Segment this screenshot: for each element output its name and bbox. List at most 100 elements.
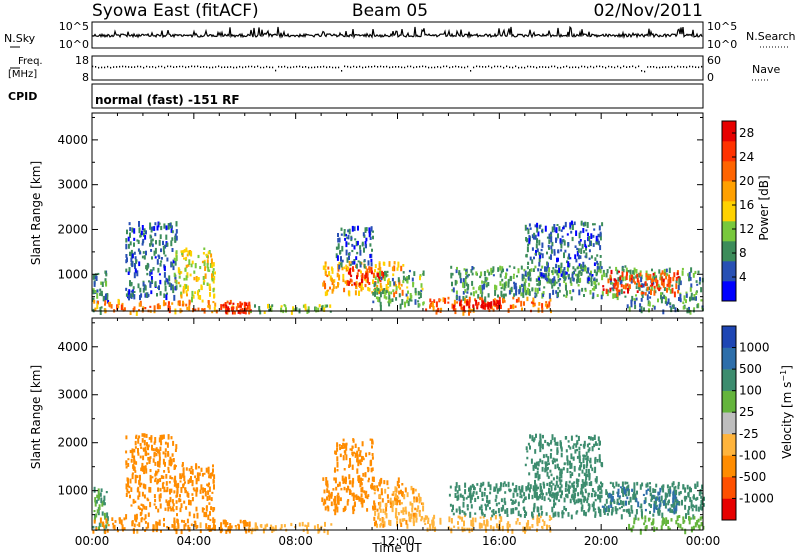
- cpid-text: normal (fast) -151 RF: [95, 93, 240, 107]
- freq-trace: [92, 65, 703, 73]
- nsky-trace: [91, 25, 703, 40]
- power-echo-region: [249, 303, 332, 315]
- power-colorbar-tick-label: 16: [739, 198, 754, 212]
- power-ytick-label: 2000: [57, 222, 88, 236]
- velocity-colorbar-tick-label: 500: [739, 362, 762, 376]
- velocity-ytick-label: 3000: [57, 388, 88, 402]
- nsearch-label: N.Search: [746, 30, 796, 43]
- velocity-colorbar-tick-label: -1000: [739, 491, 774, 505]
- nsky-label: N.Sky: [4, 32, 36, 45]
- nsky-tick-bottom: 10^0: [59, 38, 89, 51]
- cpid-strip-frame: [91, 83, 704, 109]
- power-colorbar-tick-label: 4: [739, 270, 747, 284]
- velocity-echo-region: [628, 515, 705, 535]
- velocity-colorbar-tick-label: -500: [739, 470, 766, 484]
- velocity-ytick-label: 1000: [57, 484, 88, 498]
- power-echo-region: [335, 225, 374, 270]
- freq-tick-top: 18: [75, 54, 89, 67]
- velocity-colorbar-frame: [721, 325, 737, 521]
- power-echo-region: [450, 265, 704, 303]
- velocity-echo-region: [173, 462, 216, 520]
- nave-tick-bottom: 0: [707, 71, 714, 84]
- velocity-ylabel: Slant Range [km]: [29, 365, 43, 469]
- velocity-colorbar-segment: [722, 476, 736, 499]
- nsearch-tick-bottom: 10^0: [707, 38, 737, 51]
- nave-label: Nave: [752, 63, 780, 76]
- velocity-colorbar-tick-label: 100: [739, 384, 762, 398]
- beam-title: Beam 05: [352, 1, 428, 21]
- freq-dots: [92, 65, 703, 73]
- power-ytick-label: 3000: [57, 178, 88, 192]
- velocity-colorbar-tick-label: 25: [739, 405, 754, 419]
- nsky-strip-frame: [91, 21, 704, 49]
- velocity-panel: 1000 2000 3000 4000 00:00 04:00 08:00 12:00 16:0…: [57, 317, 774, 548]
- velocity-colorbar-segment: [722, 326, 736, 348]
- freq-strip-frame: [91, 55, 704, 81]
- velocity-echo-region: [333, 438, 374, 486]
- velocity-echo-region: [92, 486, 109, 534]
- cpid-label: CPID: [8, 90, 37, 103]
- velocity-xtick-label: 04:00: [177, 534, 212, 548]
- velocity-xtick-label: 12:00: [380, 534, 415, 548]
- power-echo-region: [125, 221, 178, 301]
- station-title: Syowa East (fitACF): [92, 1, 259, 21]
- freq-unit-label: [MHz]: [8, 69, 37, 80]
- nsearch-tick-top: 10^5: [707, 20, 737, 33]
- velocity-echo-region: [448, 481, 705, 521]
- velocity-echo-region: [92, 517, 229, 535]
- velocity-echoes: [92, 433, 705, 535]
- svg-text:Velocity [m s−1]: Velocity [m s−1]: [779, 365, 794, 459]
- power-colorbar-segment: [722, 221, 736, 242]
- velocity-colorbar-segment: [722, 412, 736, 435]
- power-colorbar-tick-label: 28: [739, 126, 754, 140]
- velocity-echo-region: [524, 433, 604, 501]
- velocity-ytick-label: 2000: [57, 436, 88, 450]
- velocity-colorbar-tick-label: -100: [739, 448, 766, 462]
- power-colorbar-tick-label: 8: [739, 246, 747, 260]
- power-echo-region: [372, 269, 425, 311]
- power-colorbar: 4 8 12 16 20 24 28: [721, 120, 754, 302]
- freq-tick-bottom: 8: [82, 71, 89, 84]
- velocity-colorbar-segment: [722, 433, 736, 456]
- nsky-line: [91, 25, 703, 40]
- power-ytick-label: 1000: [57, 267, 88, 281]
- velocity-echo-region: [372, 485, 425, 529]
- power-echo-region: [524, 220, 604, 284]
- velocity-colorbar-label: Velocity [m s−1]: [779, 365, 794, 459]
- power-colorbar-tick-label: 12: [739, 222, 754, 236]
- power-panel: 1000 2000 3000 4000 4 8 12 16 20 24 28: [57, 112, 754, 316]
- power-colorbar-segment: [722, 241, 736, 262]
- power-colorbar-tick-label: 24: [739, 150, 754, 164]
- nave-tick-top: 60: [707, 54, 721, 67]
- velocity-ytick-label: 4000: [57, 340, 88, 354]
- velocity-xtick-label: 08:00: [278, 534, 313, 548]
- velocity-colorbar-tick-label: 1000: [739, 341, 770, 355]
- power-colorbar-frame: [721, 120, 737, 302]
- power-colorbar-segment: [722, 161, 736, 182]
- freq-label: Freq.: [18, 56, 43, 67]
- power-colorbar-label: Power [dB]: [757, 175, 771, 240]
- velocity-colorbar-segment: [722, 498, 736, 521]
- power-colorbar-segment: [722, 181, 736, 202]
- velocity-colorbar-tick-label: -25: [739, 427, 759, 441]
- power-ylabel: Slant Range [km]: [29, 161, 43, 265]
- velocity-colorbar-segment: [722, 390, 736, 413]
- power-echoes: [92, 220, 704, 316]
- power-colorbar-segment: [722, 121, 736, 142]
- velocity-xtick-label: 00:00: [686, 534, 721, 548]
- power-colorbar-segment: [722, 201, 736, 222]
- velocity-echo-region: [219, 519, 252, 534]
- nsky-tick-top: 10^5: [59, 20, 89, 33]
- velocity-colorbar: 1000 500 100 25 -25 -100 -500 -1000: [721, 325, 774, 521]
- date-title: 02/Nov/2011: [593, 1, 703, 21]
- xaxis-label: Time UT: [371, 541, 422, 554]
- velocity-colorbar-segment: [722, 347, 736, 370]
- velocity-echo-region: [250, 521, 333, 535]
- power-colorbar-tick-label: 20: [739, 174, 754, 188]
- velocity-colorbar-segment: [722, 455, 736, 478]
- power-colorbar-segment: [722, 141, 736, 162]
- velocity-xtick-label: 16:00: [482, 534, 517, 548]
- power-echo-region: [173, 247, 216, 303]
- velocity-xtick-label: 20:00: [584, 534, 619, 548]
